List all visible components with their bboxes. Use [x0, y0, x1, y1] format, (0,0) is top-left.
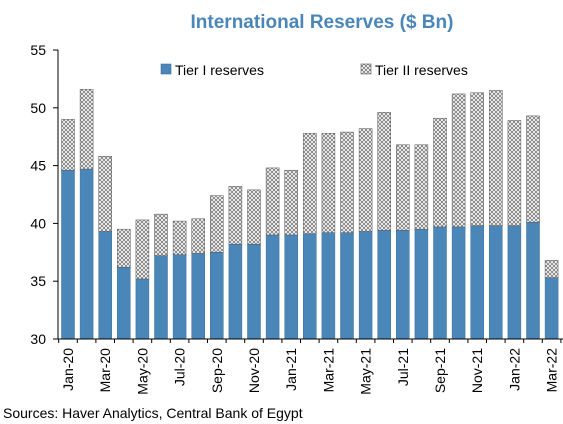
bar-tier1-Feb-22 — [526, 221, 540, 340]
x-tick-label: Jan-22 — [506, 348, 522, 391]
bar-tier2-Apr-21 — [340, 131, 354, 233]
bar-tier1-Mar-21 — [321, 232, 336, 340]
bar-tier1-Apr-20 — [117, 267, 131, 340]
bar-tier2-Mar-21 — [321, 132, 336, 233]
bar-tier1-Jan-20 — [61, 169, 75, 340]
bar-tier1-Dec-21 — [489, 225, 503, 340]
bar-tier2-Sep-20 — [210, 195, 224, 253]
bar-tier2-Aug-20 — [191, 218, 205, 254]
bar-tier1-Nov-20 — [247, 243, 261, 340]
bar-tier2-Aug-21 — [414, 144, 429, 230]
bar-tier2-Apr-20 — [117, 228, 131, 268]
bar-tier1-Oct-20 — [228, 243, 243, 340]
bar-tier1-Jun-20 — [154, 255, 168, 340]
bar-tier2-Mar-20 — [98, 156, 112, 232]
bar-tier2-Feb-21 — [303, 132, 317, 235]
x-tick-label: May-20 — [134, 348, 150, 395]
source-note: Sources: Haver Analytics, Central Bank o… — [3, 405, 303, 421]
bar-tier2-Jan-22 — [507, 120, 522, 226]
bar-tier1-Jul-20 — [172, 254, 187, 340]
chart-title: International Reserves ($ Bn) — [191, 12, 454, 33]
x-tick-label: Nov-21 — [469, 348, 485, 393]
x-tick-label: Nov-20 — [246, 348, 262, 393]
bar-tier1-Mar-20 — [98, 231, 112, 340]
y-tick-label: 30 — [30, 331, 46, 347]
y-tick-label: 55 — [30, 42, 46, 58]
y-tick-label: 35 — [30, 273, 46, 289]
bar-tier2-Jun-20 — [154, 213, 168, 257]
bar-tier1-Jan-21 — [284, 234, 298, 340]
bar-tier1-Sep-21 — [433, 226, 447, 340]
x-axis-ticks: Jan-20 Mar-20 May-20 Jul-20 Sep-20 Nov-20 Jan-… — [58, 339, 562, 395]
bar-tier1-Sep-20 — [210, 252, 224, 340]
legend-label-tier1: Tier I reserves — [175, 62, 264, 78]
x-tick-label: Jan-20 — [60, 348, 76, 391]
bar-tier1-May-20 — [135, 278, 150, 340]
bar-tier2-Jan-21 — [284, 169, 298, 236]
x-tick-label: Mar-22 — [544, 348, 560, 393]
bar-tier1-Mar-22 — [544, 277, 559, 340]
bar-tier2-Nov-21 — [470, 92, 484, 226]
bar-tier1-Aug-20 — [191, 253, 205, 340]
bar-tier2-Feb-20 — [79, 89, 94, 170]
bar-tier1-Jul-21 — [396, 230, 410, 340]
y-tick-label: 40 — [30, 215, 46, 231]
y-axis-ticks: 30 35 40 45 50 55 — [30, 42, 58, 347]
x-tick-label: Jul-20 — [172, 348, 188, 386]
y-tick-label: 45 — [30, 158, 46, 174]
x-tick-label: Jan-21 — [283, 348, 299, 391]
bar-tier2-Oct-21 — [451, 93, 466, 228]
bar-tier2-Jan-20 — [61, 119, 75, 171]
bar-tier1-Oct-21 — [451, 226, 466, 340]
bar-tier2-Mar-22 — [544, 260, 559, 278]
bar-tier1-Feb-21 — [303, 233, 317, 340]
bar-tier2-Feb-22 — [526, 115, 540, 223]
bar-tier2-Oct-20 — [228, 186, 243, 245]
bar-tier2-Nov-20 — [247, 189, 261, 245]
x-tick-label: May-21 — [358, 348, 374, 395]
x-tick-label: Sep-20 — [209, 348, 225, 393]
bar-tier1-Jun-21 — [377, 230, 391, 340]
bar-tier2-Jul-20 — [172, 220, 187, 255]
y-tick-label: 50 — [30, 100, 46, 116]
bar-tier2-Jul-21 — [396, 144, 410, 231]
legend-swatch-tier1 — [160, 63, 172, 75]
x-tick-label: Jul-21 — [395, 348, 411, 386]
bar-tier2-May-21 — [358, 128, 373, 232]
x-tick-label: Mar-21 — [320, 348, 336, 393]
bar-tier1-Apr-21 — [340, 232, 354, 340]
bar-tier2-Sep-21 — [433, 117, 447, 228]
bar-tier1-Feb-20 — [79, 168, 94, 340]
bar-tier2-May-20 — [135, 219, 150, 280]
bar-tier1-May-21 — [358, 231, 373, 340]
bar-tier1-Nov-21 — [470, 225, 484, 340]
legend-swatch-tier2 — [360, 63, 372, 75]
x-tick-label: Sep-21 — [432, 348, 448, 393]
bar-tier2-Jun-21 — [377, 112, 391, 231]
bar-tier1-Dec-20 — [265, 234, 280, 340]
bar-tier1-Jan-22 — [507, 225, 522, 340]
x-tick-label: Mar-20 — [97, 348, 113, 393]
bar-tier2-Dec-20 — [265, 167, 280, 236]
legend-label-tier2: Tier II reserves — [375, 62, 468, 78]
bar-tier2-Dec-21 — [489, 90, 503, 226]
bar-tier1-Aug-21 — [414, 228, 429, 340]
bars-group — [61, 89, 559, 340]
